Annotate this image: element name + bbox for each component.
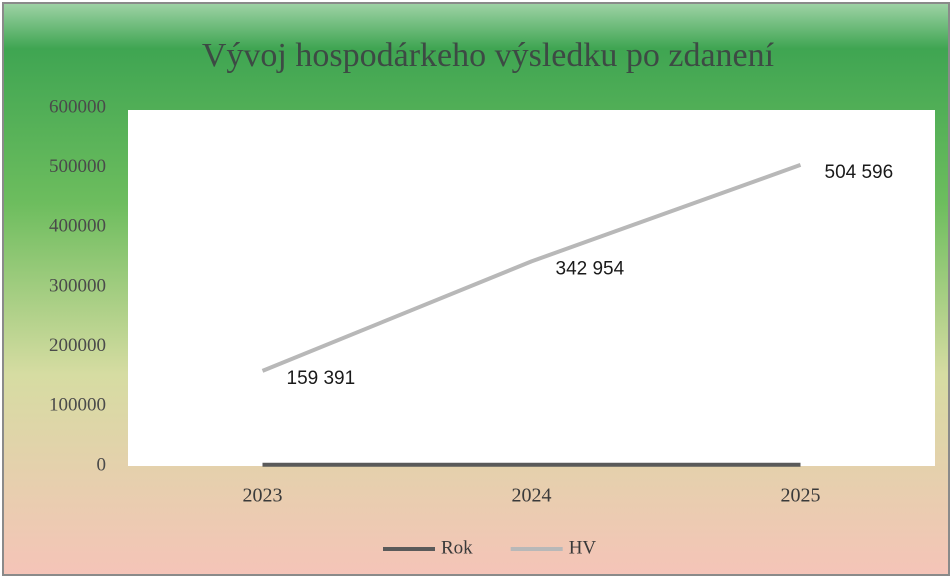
legend: Rok HV xyxy=(383,537,596,558)
legend-label: HV xyxy=(569,537,597,558)
x-tick-label: 2025 xyxy=(781,485,821,507)
y-tick-label: 600000 xyxy=(49,96,106,117)
data-label: 159 391 xyxy=(287,368,356,389)
x-tick-label: 2023 xyxy=(243,485,283,507)
y-tick-label: 500000 xyxy=(49,156,106,177)
y-tick-label: 200000 xyxy=(49,335,106,356)
plot-area xyxy=(128,110,935,466)
chart-title: Vývoj hospodárkeho výsledku po zdanení xyxy=(202,37,775,74)
data-label: 504 596 xyxy=(825,162,894,183)
y-tick-label: 300000 xyxy=(49,275,106,296)
data-label: 342 954 xyxy=(556,258,625,279)
legend-label: Rok xyxy=(441,537,473,558)
y-tick-label: 100000 xyxy=(49,395,106,416)
y-tick-label: 400000 xyxy=(49,216,106,237)
y-tick-label: 0 xyxy=(97,454,107,475)
x-tick-label: 2024 xyxy=(512,485,552,507)
data-line xyxy=(261,163,802,373)
